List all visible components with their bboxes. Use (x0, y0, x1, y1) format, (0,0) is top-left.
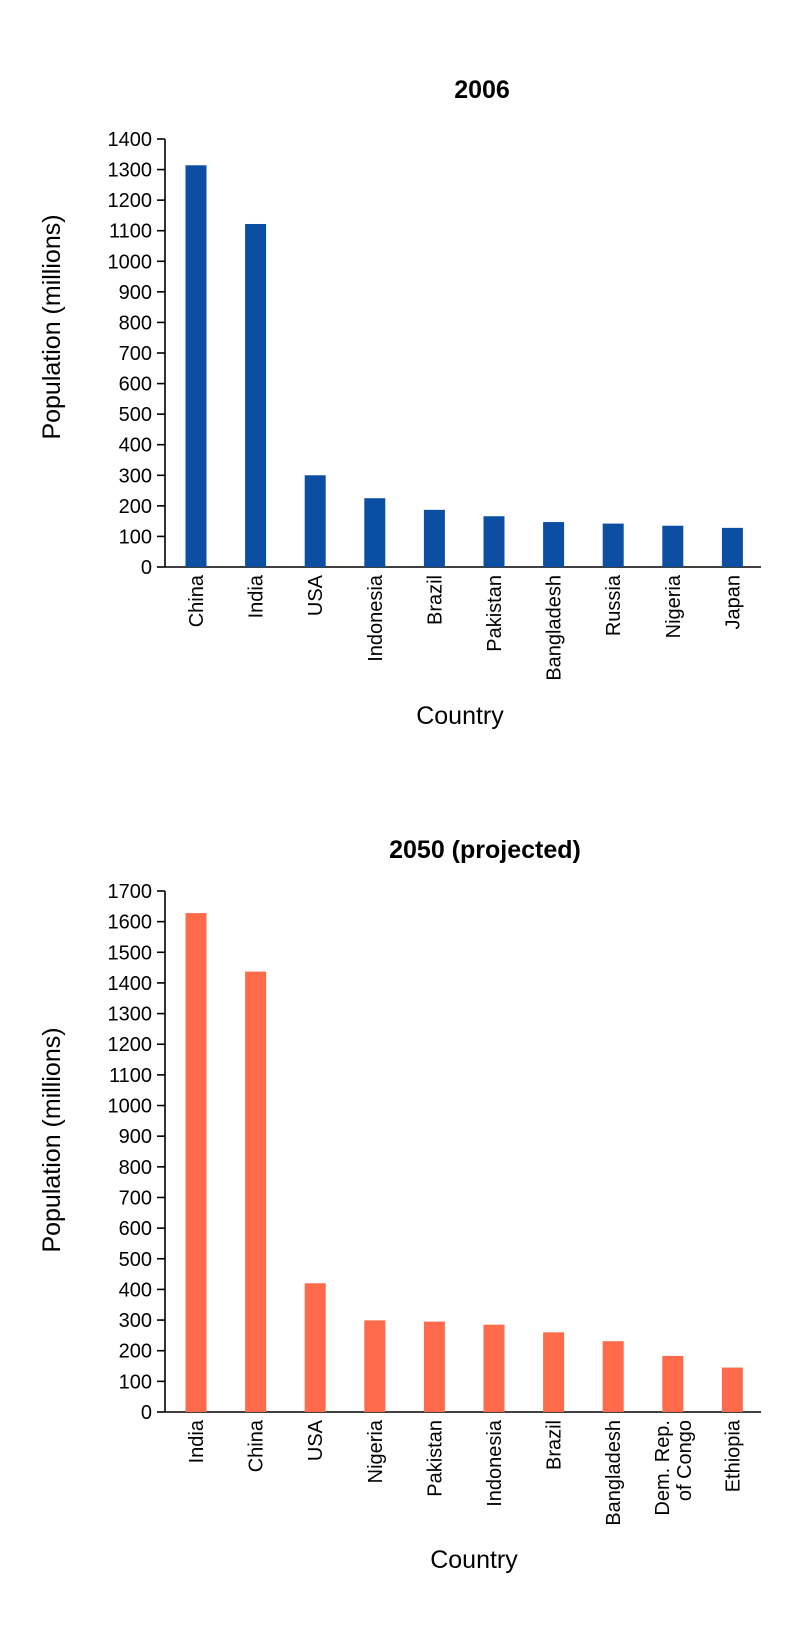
y-tick-label: 400 (119, 435, 152, 457)
y-tick-label: 0 (141, 1402, 152, 1424)
bar-russia (602, 523, 624, 567)
y-tick-label: 1600 (108, 912, 153, 934)
category-label-india: India (186, 1419, 208, 1463)
bar-china (245, 971, 267, 1412)
y-tick-label: 700 (119, 1187, 152, 1209)
category-label-dem-rep-of-congo: of Congo (674, 1420, 696, 1501)
x-axis-label: Country (430, 1546, 518, 1574)
y-tick-label: 100 (119, 526, 152, 548)
category-label-brazil: Brazil (544, 1420, 566, 1470)
category-label-pakistan: Pakistan (424, 1420, 446, 1497)
chart-title: 2050 (projected) (389, 836, 581, 864)
y-tick-label: 100 (119, 1371, 152, 1393)
bar-japan (721, 527, 743, 567)
bar-bangladesh (602, 1341, 624, 1412)
y-tick-label: 500 (119, 404, 152, 426)
y-tick-label: 900 (119, 282, 152, 304)
x-axis-label: Country (416, 702, 504, 730)
category-label-bangladesh: Bangladesh (603, 1420, 625, 1526)
y-tick-label: 800 (119, 1157, 152, 1179)
category-label-nigeria: Nigeria (365, 1419, 387, 1483)
y-tick-label: 300 (119, 465, 152, 487)
y-tick-label: 0 (141, 557, 152, 579)
population-2006-chart: 2006 0 100 200 300 400 500 600 700 800 900 1000 1100… (38, 76, 761, 730)
bar-pakistan (423, 1321, 445, 1412)
bar-ethiopia (721, 1367, 743, 1412)
y-tick-label: 1400 (108, 129, 153, 151)
bar-usa (304, 1283, 326, 1412)
bar-brazil (543, 1332, 565, 1412)
bar-pakistan (483, 516, 505, 567)
y-tick-label: 800 (119, 312, 152, 334)
bar-bangladesh (543, 522, 565, 567)
y-tick-label: 200 (119, 496, 152, 518)
bar-usa (304, 475, 326, 567)
y-tick-label: 200 (119, 1341, 152, 1363)
category-label-dem-rep-of-congo: Dem. Rep. (652, 1420, 674, 1516)
y-tick-label: 900 (119, 1126, 152, 1148)
category-label-japan: Japan (722, 575, 744, 630)
y-tick-label: 1200 (108, 190, 153, 212)
bar-nigeria (364, 1320, 386, 1412)
y-axis-label: Population (millions) (38, 214, 66, 439)
category-label-usa: USA (305, 574, 327, 616)
category-label-china: China (186, 574, 208, 627)
bar-brazil (423, 509, 445, 567)
population-2050-chart: 2050 (projected) 0 100 200 300 400 500 600 700 80… (38, 836, 761, 1574)
category-label-china: China (246, 1419, 268, 1472)
bar-indonesia (483, 1324, 505, 1412)
category-label-russia: Russia (603, 574, 625, 636)
y-tick-label: 1300 (108, 160, 153, 182)
category-label-indonesia: Indonesia (484, 1419, 506, 1507)
y-tick-label: 400 (119, 1279, 152, 1301)
y-tick-label: 600 (119, 1218, 152, 1240)
category-label-pakistan: Pakistan (484, 575, 506, 652)
category-label-bangladesh: Bangladesh (544, 575, 566, 681)
y-tick-label: 1200 (108, 1034, 153, 1056)
bar-china (185, 165, 207, 567)
y-tick-label: 1700 (108, 881, 153, 903)
y-tick-label: 600 (119, 374, 152, 396)
y-tick-label: 1000 (108, 1096, 153, 1118)
y-tick-label: 500 (119, 1249, 152, 1271)
category-label-indonesia: Indonesia (365, 574, 387, 662)
chart-title: 2006 (454, 76, 510, 104)
category-label-usa: USA (305, 1419, 327, 1461)
bar-india (245, 223, 267, 567)
category-label-ethiopia: Ethiopia (722, 1419, 744, 1492)
bar-dem-rep-of-congo (662, 1355, 684, 1412)
y-axis-label: Population (millions) (38, 1027, 66, 1252)
category-label-india: India (246, 574, 268, 618)
y-tick-label: 1000 (108, 251, 153, 273)
category-label-nigeria: Nigeria (663, 574, 685, 638)
y-tick-label: 300 (119, 1310, 152, 1332)
bar-india (185, 913, 207, 1412)
y-tick-label: 1100 (109, 1065, 152, 1087)
bar-indonesia (364, 498, 386, 567)
category-label-brazil: Brazil (424, 575, 446, 625)
y-tick-label: 700 (119, 343, 152, 365)
y-tick-label: 1400 (108, 973, 153, 995)
y-tick-label: 1100 (109, 221, 152, 243)
bar-nigeria (662, 525, 684, 567)
y-tick-label: 1500 (108, 942, 153, 964)
y-tick-label: 1300 (108, 1004, 153, 1026)
